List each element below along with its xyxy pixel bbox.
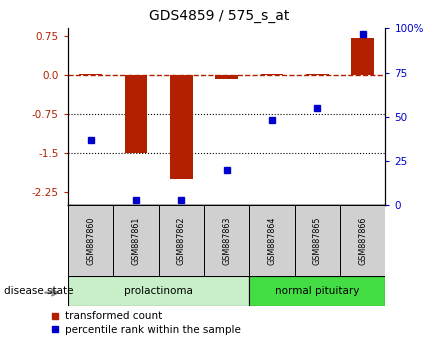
FancyBboxPatch shape — [204, 205, 249, 276]
Bar — [215, 75, 238, 79]
Text: GSM887863: GSM887863 — [222, 217, 231, 265]
Bar — [261, 74, 283, 75]
Text: normal pituitary: normal pituitary — [275, 286, 360, 296]
Text: GSM887860: GSM887860 — [86, 217, 95, 265]
Bar — [306, 74, 329, 75]
FancyBboxPatch shape — [159, 205, 204, 276]
FancyBboxPatch shape — [340, 205, 385, 276]
Text: GDS4859 / 575_s_at: GDS4859 / 575_s_at — [149, 9, 289, 23]
FancyBboxPatch shape — [113, 205, 159, 276]
FancyBboxPatch shape — [68, 205, 113, 276]
Text: prolactinoma: prolactinoma — [124, 286, 193, 296]
FancyBboxPatch shape — [249, 205, 295, 276]
Bar — [351, 38, 374, 75]
FancyBboxPatch shape — [295, 205, 340, 276]
Legend: transformed count, percentile rank within the sample: transformed count, percentile rank withi… — [51, 312, 240, 335]
Bar — [124, 75, 147, 153]
Bar — [79, 74, 102, 75]
Bar — [170, 75, 193, 179]
Text: disease state: disease state — [4, 286, 74, 296]
Text: GSM887864: GSM887864 — [268, 217, 276, 265]
Text: GSM887862: GSM887862 — [177, 216, 186, 265]
FancyBboxPatch shape — [249, 276, 385, 306]
FancyBboxPatch shape — [68, 276, 249, 306]
Text: GSM887861: GSM887861 — [131, 217, 141, 265]
Text: GSM887866: GSM887866 — [358, 217, 367, 265]
Text: GSM887865: GSM887865 — [313, 216, 322, 265]
